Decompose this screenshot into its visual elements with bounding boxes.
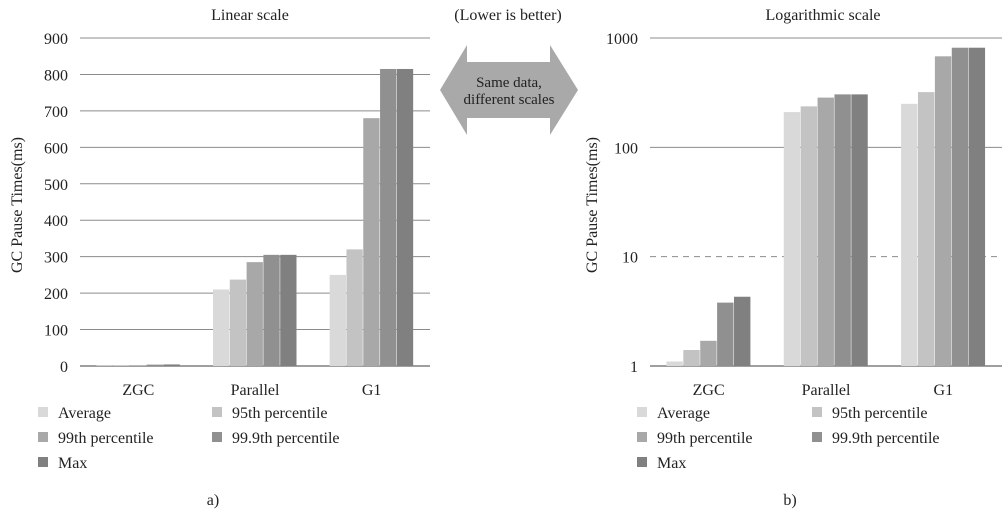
lower-is-better-caption: (Lower is better) bbox=[454, 7, 562, 24]
y-tick-label: 600 bbox=[44, 140, 68, 157]
chart-linear-scale: Linear scale GC Pause Times(ms) 0 100 200 300… bbox=[9, 7, 430, 509]
bar bbox=[951, 47, 969, 366]
bar bbox=[329, 274, 346, 366]
legend-swatch bbox=[637, 457, 647, 467]
bar bbox=[783, 112, 801, 366]
y-tick-label: 800 bbox=[44, 67, 68, 84]
bar bbox=[917, 92, 935, 366]
y-tick-label: 10 bbox=[622, 250, 638, 267]
legend-swatch bbox=[212, 432, 222, 442]
bar bbox=[363, 118, 380, 366]
center-note: (Lower is better) Same data, different s… bbox=[440, 7, 578, 135]
bar bbox=[213, 289, 230, 366]
y-tick-label: 100 bbox=[614, 140, 638, 157]
bar bbox=[146, 364, 164, 366]
y-tick-label: 0 bbox=[60, 359, 68, 376]
legend-swatch bbox=[38, 407, 48, 417]
bar bbox=[346, 249, 363, 366]
y-tick-label: 400 bbox=[44, 213, 68, 230]
bar bbox=[817, 97, 834, 366]
legend-swatch bbox=[812, 432, 822, 442]
legend-label: 95th percentile bbox=[232, 405, 328, 422]
x-tick-label: G1 bbox=[362, 382, 382, 399]
bar bbox=[129, 365, 147, 366]
legend-label: 99.9th percentile bbox=[232, 430, 340, 447]
x-tick-label: ZGC bbox=[693, 382, 725, 399]
legend-swatch bbox=[637, 432, 647, 442]
bar bbox=[380, 68, 397, 366]
chart-logarithmic-scale: Logarithmic scale GC Pause Times(ms) 1 10 10… bbox=[584, 7, 1002, 509]
y-tick-label: 200 bbox=[44, 286, 68, 303]
x-tick-label: Parallel bbox=[802, 382, 851, 399]
double-arrow-icon bbox=[440, 45, 578, 135]
bar bbox=[263, 254, 280, 366]
y-tick-label: 100 bbox=[44, 323, 68, 340]
legend-label: Max bbox=[657, 455, 686, 472]
bar bbox=[700, 340, 717, 366]
y-tick-label: 500 bbox=[44, 177, 68, 194]
bar bbox=[280, 254, 297, 366]
chart-title: Logarithmic scale bbox=[765, 7, 880, 24]
bar bbox=[396, 68, 414, 366]
panel-label: b) bbox=[783, 492, 796, 509]
bar bbox=[163, 364, 180, 366]
bar bbox=[229, 279, 247, 366]
bar bbox=[968, 47, 986, 366]
x-tick-label: Parallel bbox=[231, 382, 280, 399]
legend-swatch bbox=[38, 432, 48, 442]
legend-label: Average bbox=[58, 405, 111, 422]
y-tick-label: 1000 bbox=[606, 31, 638, 48]
bar bbox=[246, 262, 263, 366]
bar bbox=[666, 361, 683, 366]
y-axis-label: GC Pause Times(ms) bbox=[584, 137, 601, 273]
legend-swatch bbox=[812, 407, 822, 417]
x-tick-label: ZGC bbox=[122, 382, 154, 399]
arrow-label-line-2: different scales bbox=[464, 92, 555, 108]
legend-label: 95th percentile bbox=[832, 405, 928, 422]
legend-swatch bbox=[637, 407, 647, 417]
legend-label: 99.9th percentile bbox=[832, 430, 940, 447]
legend-label: Average bbox=[657, 405, 710, 422]
panel-label: a) bbox=[207, 492, 219, 509]
bar bbox=[851, 94, 868, 367]
legend-label: 99th percentile bbox=[58, 430, 154, 447]
legend-label: 99th percentile bbox=[657, 430, 753, 447]
bar bbox=[901, 103, 918, 366]
x-tick-label: G1 bbox=[934, 382, 954, 399]
bar bbox=[113, 365, 130, 366]
y-tick-label: 700 bbox=[44, 104, 68, 121]
bar bbox=[800, 106, 818, 367]
bar bbox=[717, 302, 734, 366]
bar bbox=[683, 350, 700, 366]
bar bbox=[734, 296, 751, 366]
bar bbox=[834, 94, 851, 367]
legend-swatch bbox=[38, 457, 48, 467]
y-tick-label: 1 bbox=[630, 359, 638, 376]
arrow-label-line-1: Same data, bbox=[476, 75, 542, 91]
chart-title: Linear scale bbox=[211, 7, 289, 24]
y-tick-label: 300 bbox=[44, 250, 68, 267]
legend-label: Max bbox=[58, 455, 87, 472]
legend-swatch bbox=[212, 407, 222, 417]
bar bbox=[934, 56, 952, 367]
y-tick-label: 900 bbox=[44, 31, 68, 48]
y-axis-label: GC Pause Times(ms) bbox=[9, 137, 26, 273]
